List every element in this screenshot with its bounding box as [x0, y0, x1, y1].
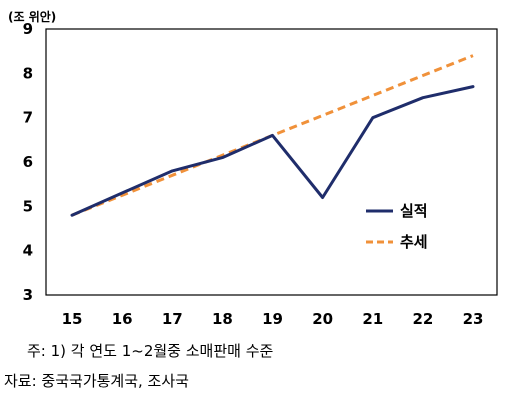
y-unit-label: (조 위안) — [8, 9, 56, 24]
legend-label: 실적 — [400, 202, 428, 220]
y-tick-label: 5 — [23, 197, 33, 215]
y-tick-label: 9 — [23, 20, 33, 38]
y-tick-label: 4 — [23, 242, 33, 260]
x-tick-label: 21 — [362, 310, 383, 328]
x-tick-label: 15 — [62, 310, 83, 328]
y-tick-label: 8 — [23, 64, 33, 82]
footnote: 주: 1) 각 연도 1~2월중 소매판매 수준 — [27, 342, 274, 360]
y-tick-label: 3 — [23, 286, 33, 304]
x-tick-label: 16 — [112, 310, 133, 328]
legend-label: 추세 — [400, 233, 428, 251]
y-axis-ticks: 3 4 5 6 7 8 9 — [23, 20, 33, 304]
plot-frame — [45, 28, 498, 296]
x-tick-label: 23 — [463, 310, 484, 328]
x-tick-label: 22 — [412, 310, 433, 328]
x-tick-label: 20 — [312, 310, 333, 328]
source-note: 자료: 중국국가통계국, 조사국 — [4, 372, 189, 390]
series-lines — [70, 54, 475, 217]
y-tick-label: 6 — [23, 153, 33, 171]
x-tick-label: 19 — [262, 310, 283, 328]
x-axis-ticks: 15 16 17 18 19 20 21 22 23 — [62, 310, 484, 328]
x-tick-label: 18 — [212, 310, 233, 328]
y-tick-label: 7 — [23, 109, 33, 127]
x-tick-label: 17 — [162, 310, 183, 328]
series-line-0 — [70, 85, 475, 217]
